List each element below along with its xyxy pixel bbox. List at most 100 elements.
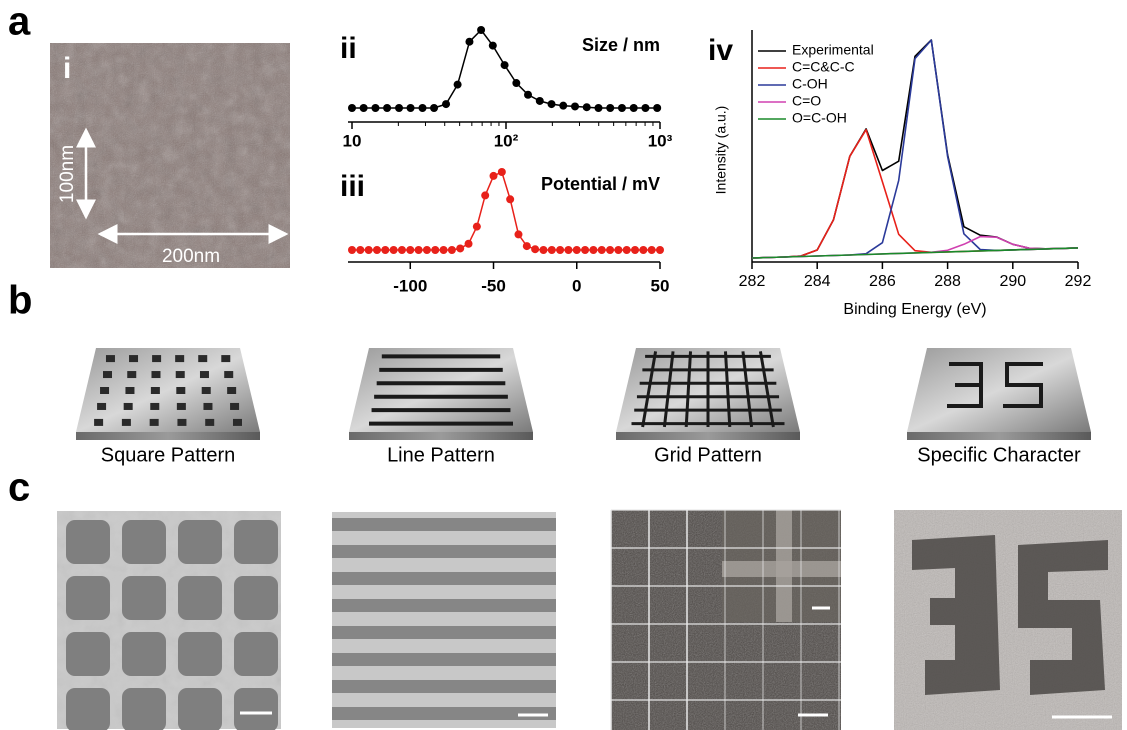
data-point [639,246,647,254]
data-point [548,246,556,254]
series-line [752,237,1078,258]
x-tick-label: -50 [481,276,506,295]
data-point [523,242,531,250]
sem-line [332,512,556,728]
x-axis-label: Binding Energy (eV) [843,301,986,318]
pattern-label: Line Pattern [387,444,495,466]
pattern-label: Square Pattern [101,444,236,466]
legend-label: C=C&C-C [792,59,855,75]
pattern-square [151,371,160,378]
pattern-square [151,387,160,394]
pattern-square [175,355,184,362]
x-tick-label: 284 [804,273,831,290]
data-point [594,104,602,112]
pattern-square [203,403,212,410]
data-point [477,26,485,34]
data-point [395,104,403,112]
square-hole [122,632,166,676]
x-tick-label: 10 [343,131,362,150]
data-point [456,244,464,252]
square-hole [234,576,278,620]
stripe [332,680,556,693]
x-tick-label: 292 [1065,273,1092,290]
pattern-square [150,403,159,410]
square-hole [178,688,222,730]
pattern-square [202,387,211,394]
data-point [481,191,489,199]
data-point [589,246,597,254]
data-point [465,38,473,46]
pattern-square [233,419,242,426]
data-point [631,246,639,254]
data-point [454,81,462,89]
data-point [365,246,373,254]
data-point [581,246,589,254]
data-point [465,240,473,248]
pattern-square [122,419,131,426]
square-hole [234,632,278,676]
data-point [598,246,606,254]
data-point [524,91,532,99]
data-point [348,104,356,112]
body: a b c i 100nm 200nm Square Pattern Line … [0,0,1127,730]
stripe [332,653,556,666]
data-point [606,104,614,112]
plate-edge [616,432,800,440]
pattern-square [150,419,159,426]
y-axis-label: Intensity (a.u.) [713,106,729,195]
chart-title: Potential / mV [541,174,660,194]
square-hole [178,632,222,676]
legend-label: O=C-OH [792,110,847,126]
character-five [1018,540,1108,695]
x-tick-label: 10³ [648,131,673,150]
chart-title: Size / nm [582,35,660,55]
data-point [641,104,649,112]
data-point [559,102,567,110]
pattern-square [177,403,186,410]
legend-label: Experimental [792,42,874,58]
data-point [606,246,614,254]
data-point [398,246,406,254]
pattern-square [127,371,136,378]
data-point [490,172,498,180]
pattern-square [177,419,186,426]
pattern-square [227,387,236,394]
data-point [614,246,622,254]
pattern-square [100,387,109,394]
data-point [506,195,514,203]
data-point [360,104,368,112]
panel-label: iv [708,34,733,67]
plate-top [349,348,533,432]
stripe [332,599,556,612]
pattern-square [198,355,207,362]
sem-grid [611,510,841,730]
stripe [332,545,556,558]
pattern-square [129,355,138,362]
plate-edge [907,432,1091,440]
plate-edge [349,432,533,440]
image-label: i [63,52,71,85]
data-point [489,42,497,50]
pattern-square [200,371,209,378]
plate-top [907,348,1091,432]
data-point [440,246,448,254]
data-point [656,246,664,254]
data-point [415,246,423,254]
page: Figure {"figure": {"panels": ["a", "b", … [0,0,1127,730]
square-hole [122,520,166,564]
stripe [332,626,556,639]
data-point [630,104,638,112]
pattern-square [176,387,185,394]
data-point [571,102,579,110]
pattern-square [103,371,112,378]
data-point [442,100,450,108]
data-point [419,104,427,112]
image-bg [332,512,556,728]
stripe [332,518,556,531]
series-line [752,130,1078,258]
sem-character [894,510,1122,730]
plate-edge [76,432,260,440]
panel-letter: a [8,0,31,44]
x-tick-label: 50 [651,276,670,295]
data-point [573,246,581,254]
